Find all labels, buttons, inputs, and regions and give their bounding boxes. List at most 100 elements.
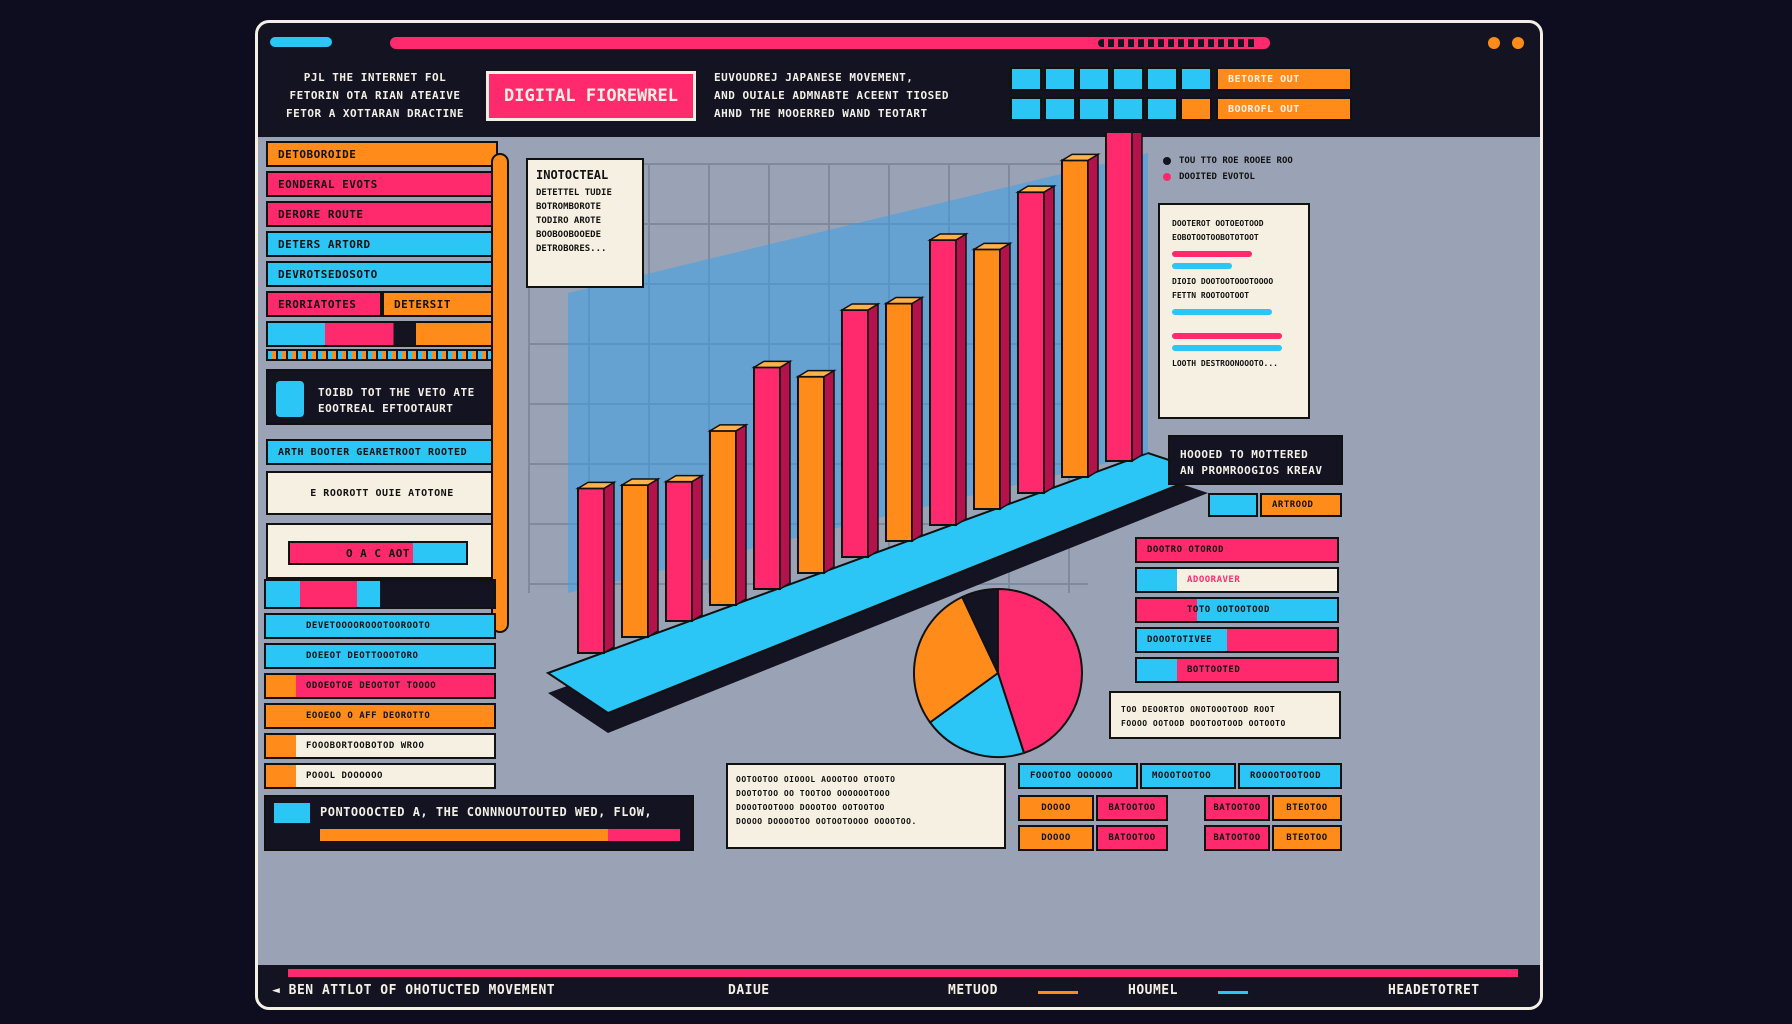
bottom-list-item[interactable]: POOOL DOOOOOO bbox=[264, 763, 496, 789]
sidebar-item[interactable]: DETERS ARTORD bbox=[266, 231, 498, 257]
pie-slice bbox=[913, 595, 1000, 724]
desc-line: DOOTOTOO OO TOOTOO OOOOOOTOOO bbox=[736, 789, 891, 798]
sidebar-note: TOIBD TOT THE VETO ATE EOOTREAL EFTOOTAU… bbox=[266, 369, 498, 425]
pie-slice bbox=[960, 587, 1000, 674]
status-right: HEADETOTRET bbox=[1388, 983, 1480, 998]
checkbox-option[interactable]: E ROOROTT OUIE ATOTONE bbox=[266, 471, 498, 515]
bar-side bbox=[691, 474, 703, 623]
header-grid-cell[interactable] bbox=[1078, 67, 1110, 91]
header-grid-cell[interactable] bbox=[1078, 97, 1110, 121]
table-cell: BTEOTOO bbox=[1272, 795, 1342, 821]
bar-side bbox=[735, 423, 747, 607]
bar bbox=[621, 484, 649, 638]
header-desc-line: EUVOUDREJ JAPANESE MOVEMENT, bbox=[714, 71, 914, 84]
table-cell: BATOOTOO bbox=[1096, 795, 1168, 821]
callout-title: INOTOCTEAL bbox=[536, 168, 609, 182]
right-list-item[interactable]: BOTTOOTED bbox=[1135, 657, 1339, 683]
table-header[interactable]: FOOOTOO OOOOOO bbox=[1018, 763, 1138, 789]
doc-highlight-pink bbox=[1172, 251, 1252, 257]
bottom-list-item[interactable]: EOOEOO O AFF DEOROTTO bbox=[264, 703, 496, 729]
bar bbox=[709, 429, 737, 607]
minimize-icon[interactable] bbox=[1488, 37, 1500, 49]
bar-side bbox=[999, 242, 1011, 511]
header-grid-cell[interactable] bbox=[1044, 67, 1076, 91]
header-button-bottom[interactable]: BOOROFL OUT bbox=[1216, 97, 1352, 121]
header-grid-cell[interactable] bbox=[1180, 97, 1212, 121]
bar-side bbox=[1043, 184, 1055, 495]
bar-top bbox=[707, 424, 749, 432]
bar-side bbox=[1087, 153, 1099, 479]
callout-line: DETETTEL TUDIE bbox=[536, 188, 612, 198]
sidebar-note-line: TOIBD TOT THE VETO ATE bbox=[318, 386, 475, 399]
right-list-item[interactable]: DOOOTOTIVEE bbox=[1135, 627, 1339, 653]
close-icon[interactable] bbox=[1512, 37, 1524, 49]
table-header[interactable]: ROOOOTOOTOOD bbox=[1238, 763, 1342, 789]
bar-side bbox=[911, 296, 923, 543]
bar-top bbox=[1015, 185, 1057, 193]
status-left[interactable]: ◄ BEN ATTLOT OF OHOTUCTED MOVEMENT bbox=[272, 983, 556, 998]
right-list-item[interactable]: ADOORAVER bbox=[1135, 567, 1339, 593]
header-button-top[interactable]: BETORTE OUT bbox=[1216, 67, 1352, 91]
document-card: DOOTEROT OOTOEOTOOD EOBOTOOTOOBOTOTOOT D… bbox=[1158, 203, 1310, 419]
bottom-list-item[interactable]: DOEEOT DEOTTOOOTORO bbox=[264, 643, 496, 669]
note-button[interactable]: ARTROOD bbox=[1260, 493, 1342, 517]
header-grid-cell[interactable] bbox=[1112, 67, 1144, 91]
sidebar-tab[interactable]: ERORIATOTES bbox=[266, 291, 382, 317]
callout-line: DETROBORES... bbox=[536, 244, 607, 254]
note-swatch[interactable] bbox=[1208, 493, 1258, 517]
bar-series bbox=[575, 133, 1143, 655]
bar bbox=[1061, 159, 1089, 478]
table-cell: BATOOTOO bbox=[1096, 825, 1168, 851]
header-grid-cell[interactable] bbox=[1010, 67, 1042, 91]
title-bar bbox=[258, 23, 1540, 59]
doc-highlight-cyan bbox=[1172, 263, 1232, 269]
header-grid-cell[interactable] bbox=[1180, 67, 1212, 91]
right-list-header[interactable]: DOOTRO OTOROD bbox=[1135, 537, 1339, 563]
header-grid-cell[interactable] bbox=[1044, 97, 1076, 121]
action-button[interactable]: O A C AOT bbox=[288, 541, 468, 565]
banner-text: PONTOOOCTED A, THE CONNNOUTOUTED WED, FL… bbox=[320, 805, 653, 819]
header-grid-cell[interactable] bbox=[1146, 97, 1178, 121]
sidebar-tab[interactable]: DETERSIT bbox=[382, 291, 498, 317]
bottom-list-item[interactable]: FOOOBORTOOBOTOD WROO bbox=[264, 733, 496, 759]
desc-line: DOOOTOOTOOO DOOOTOO OOTOOTOO bbox=[736, 803, 885, 812]
header-grid-cell[interactable] bbox=[1112, 97, 1144, 121]
status-method: METUOD bbox=[948, 983, 998, 998]
table-cell: BATOOTOO bbox=[1204, 825, 1270, 851]
status-bar: ◄ BEN ATTLOT OF OHOTUCTED MOVEMENT DAIUE… bbox=[258, 965, 1540, 1007]
doc-line: LOOTH DESTROONOOOTO... bbox=[1172, 359, 1278, 368]
header-grid-cell[interactable] bbox=[1010, 97, 1042, 121]
note-icon bbox=[276, 381, 304, 417]
desc-line: OOTOOTOO OIOOOL AOOOTOO OTOOTO bbox=[736, 775, 896, 784]
bar bbox=[885, 302, 913, 542]
callout-line: TODIRO AROTE bbox=[536, 216, 602, 226]
bar bbox=[665, 480, 693, 622]
bar-top bbox=[751, 360, 793, 369]
bar-side bbox=[779, 360, 791, 591]
url-bar[interactable] bbox=[390, 37, 1270, 49]
chart-callout: INOTOCTEAL DETETTEL TUDIE BOTROMBOROTE T… bbox=[526, 158, 644, 288]
bottom-list-item[interactable]: ODOEOTOE DEOOTOT TOOOO bbox=[264, 673, 496, 699]
sidebar-item[interactable]: DETOBOROIDE bbox=[266, 141, 498, 167]
legend-dot-pink bbox=[1163, 172, 1171, 181]
bar-side bbox=[1131, 133, 1143, 463]
tick-strip bbox=[266, 349, 498, 361]
sidebar-banner[interactable]: ARTH BOOTER GEARETROOT ROOTED bbox=[266, 439, 498, 465]
menu-handle[interactable] bbox=[270, 37, 332, 47]
desc-line: DOOOO DOOOOTOO OOTOOTOOOO OOOOTOO. bbox=[736, 817, 917, 826]
right-legend: TOU TTO ROE ROOEE ROO DOOITED EVOTOL bbox=[1163, 153, 1293, 185]
description-card: OOTOOTOO OIOOOL AOOOTOO OTOOTO DOOTOTOO … bbox=[726, 763, 1006, 849]
sidebar-item[interactable]: DERORE ROUTE bbox=[266, 201, 498, 227]
header-grid-cell[interactable] bbox=[1146, 67, 1178, 91]
bottom-list-item[interactable]: DEVETOOOOROOOTOOROOTO bbox=[264, 613, 496, 639]
bar bbox=[841, 309, 869, 558]
right-list-item[interactable]: TOTO OOTOOTOOD bbox=[1135, 597, 1339, 623]
vertical-scrollbar[interactable] bbox=[491, 153, 509, 633]
bar-side bbox=[823, 369, 835, 575]
table-cell: DOOOO bbox=[1018, 795, 1094, 821]
header-desc-line: AND OUIALE ADMNABTE ACEENT TIOSED bbox=[714, 89, 950, 102]
bar bbox=[577, 487, 605, 655]
sidebar-item[interactable]: EONDERAL EVOTS bbox=[266, 171, 498, 197]
table-header[interactable]: MOOOTOOTOO bbox=[1140, 763, 1236, 789]
sidebar-item[interactable]: DEVROTSEDOSOTO bbox=[266, 261, 498, 287]
